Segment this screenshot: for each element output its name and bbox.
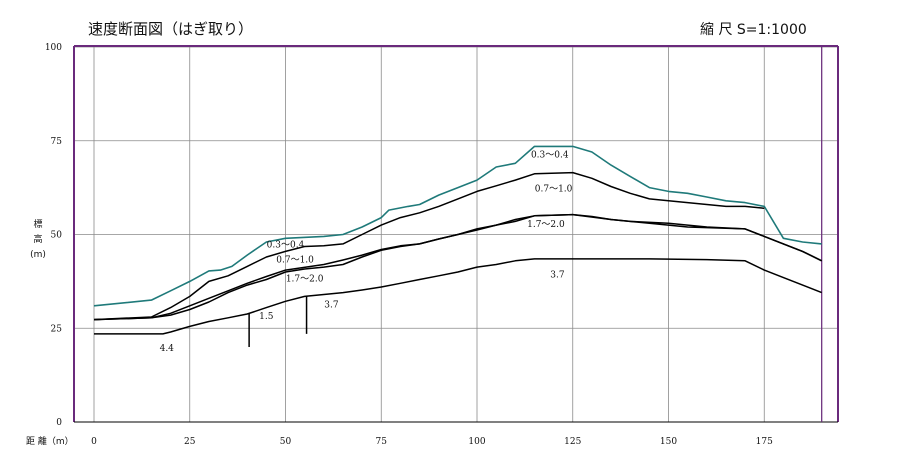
x-tick-label: 100 (468, 437, 485, 447)
vertical-markers (248, 296, 308, 347)
y-axis-ticks: 0 25 50 75 100 (45, 43, 62, 428)
velocity-label: 1.5 (259, 312, 274, 322)
velocity-labels: 0.3〜0.4 0.7〜1.0 1.7〜2.0 3.7 0.3〜0.4 0.7〜1.0 1.… (160, 151, 573, 354)
y-tick-label: 75 (51, 137, 63, 147)
velocity-boundary-line (94, 258, 822, 335)
x-tick-label: 50 (280, 437, 292, 447)
velocity-boundary-line (93, 213, 823, 321)
velocity-label: 0.3〜0.4 (531, 151, 569, 161)
y-tick-label: 100 (45, 43, 62, 53)
y-axis-label: 標高 (m) (30, 218, 46, 260)
plot-frame (73, 45, 839, 423)
y-tick-label: 25 (51, 324, 63, 334)
velocity-label: 4.4 (160, 344, 175, 354)
velocity-label: 1.7〜2.0 (286, 274, 324, 284)
x-tick-label: 0 (91, 437, 97, 447)
x-axis-ticks: 0 25 50 75 100 125 150 175 (91, 437, 773, 447)
scale-label: 縮 尺 S=1:1000 (700, 22, 807, 38)
velocity-label: 1.7〜2.0 (527, 220, 565, 230)
profile-lines (93, 145, 823, 335)
y-tick-label: 0 (56, 418, 62, 428)
velocity-label: 3.7 (324, 301, 339, 311)
velocity-label: 0.7〜1.0 (535, 184, 573, 194)
velocity-label: 3.7 (550, 271, 565, 281)
chart-title: 速度断面図（はぎ取り） (88, 20, 253, 38)
grid-lines (74, 46, 838, 423)
velocity-label: 0.3〜0.4 (267, 241, 305, 251)
x-axis-label: 距 離（m） (26, 435, 74, 447)
ground-surface-line (93, 145, 822, 307)
x-tick-label: 125 (564, 437, 581, 447)
x-tick-label: 175 (756, 437, 773, 447)
y-axis-label-part: (m) (30, 250, 46, 260)
velocity-boundary-line (93, 171, 765, 321)
velocity-label: 0.7〜1.0 (276, 256, 314, 266)
x-tick-label: 150 (660, 437, 677, 447)
y-axis-label-part: 標 (33, 218, 42, 230)
velocity-boundary-line (93, 213, 823, 321)
x-tick-label: 75 (376, 437, 388, 447)
x-tick-label: 25 (184, 437, 196, 447)
y-tick-label: 50 (51, 231, 63, 241)
y-axis-label-part: 高 (33, 233, 42, 245)
